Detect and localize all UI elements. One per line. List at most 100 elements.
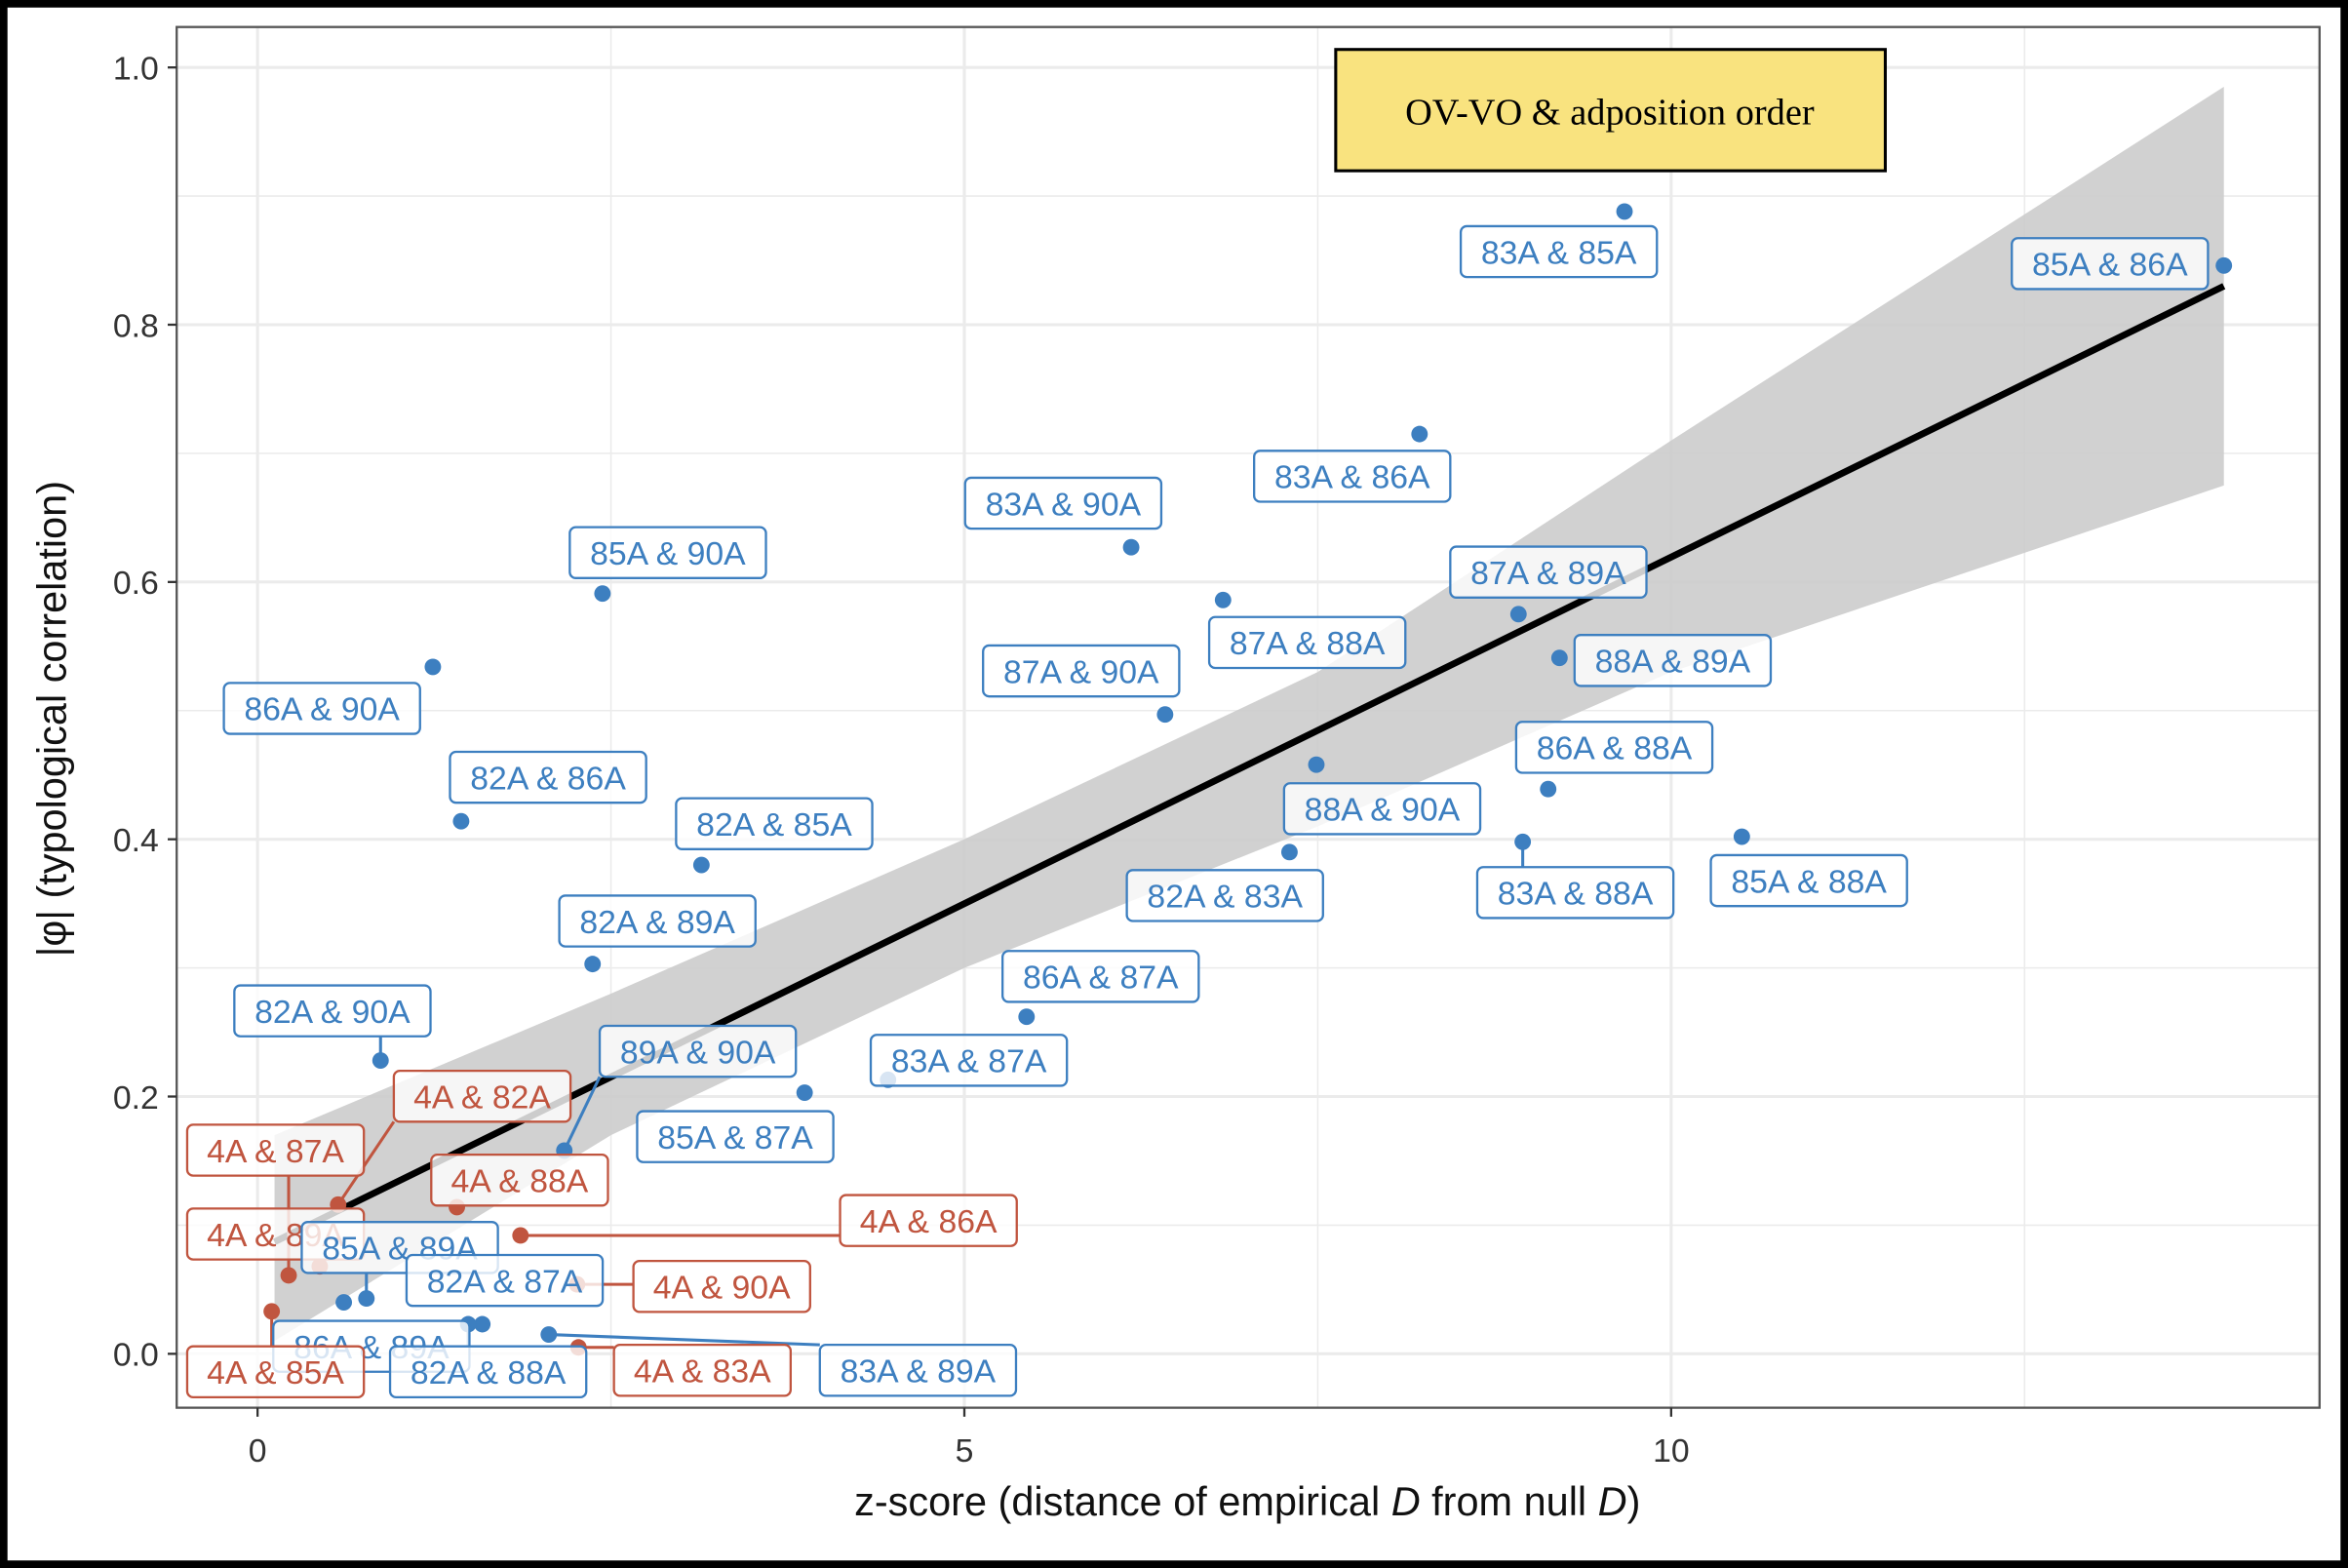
data-point[interactable] <box>1308 756 1325 773</box>
data-point[interactable] <box>1550 649 1568 667</box>
data-point[interactable] <box>540 1326 558 1343</box>
data-point[interactable] <box>280 1267 297 1284</box>
data-point[interactable] <box>1616 203 1633 220</box>
point-label-box <box>1573 634 1773 687</box>
data-point[interactable] <box>1411 425 1428 443</box>
data-point[interactable] <box>358 1290 375 1308</box>
data-point[interactable] <box>335 1294 353 1312</box>
axis-ticks: 0 5 10 0.0 0.2 0.4 0.6 0.8 1.0 <box>113 50 1690 1469</box>
point-label-text: 4A & 86A <box>860 1203 998 1240</box>
point-label-box <box>1475 866 1675 920</box>
y-tick-label: 0.0 <box>113 1337 159 1374</box>
data-point[interactable] <box>263 1303 281 1320</box>
point-label-box <box>869 1034 1069 1087</box>
point-label-text: 87A & 90A <box>1003 653 1159 690</box>
data-point[interactable] <box>1122 538 1140 556</box>
point-label-text: 88A & 89A <box>1595 644 1751 681</box>
point-label-box <box>612 1343 793 1397</box>
point-label-text: 4A & 90A <box>653 1270 791 1307</box>
point-label: 4A & 83A <box>612 1343 793 1397</box>
point-label-box <box>185 1123 366 1177</box>
point-label: 88A & 90A <box>1282 782 1482 836</box>
point-label-box <box>1001 950 1200 1003</box>
point-label: 86A & 90A <box>222 682 421 735</box>
x-axis-label-var: D <box>1598 1478 1627 1524</box>
point-label-box <box>233 984 432 1038</box>
point-label-text: 83A & 88A <box>1498 876 1654 913</box>
data-point[interactable] <box>1514 833 1532 850</box>
data-point[interactable] <box>474 1315 491 1333</box>
data-point[interactable] <box>1214 591 1232 608</box>
point-label: 82A & 89A <box>558 894 757 948</box>
point-label-text: 86A & 90A <box>244 691 400 728</box>
y-axis-label: |φ| (typological correlation) <box>29 481 75 957</box>
point-label-text: 82A & 87A <box>427 1263 583 1300</box>
data-point[interactable] <box>1018 1008 1036 1026</box>
data-point[interactable] <box>2215 256 2233 274</box>
point-label: 4A & 90A <box>632 1259 811 1313</box>
point-label: 87A & 90A <box>982 644 1181 698</box>
point-label: 83A & 85A <box>1459 224 1659 279</box>
point-label: 85A & 87A <box>636 1110 835 1163</box>
point-label-text: 87A & 89A <box>1470 555 1626 592</box>
point-label-text: 87A & 88A <box>1230 625 1386 662</box>
y-tick-label: 0.8 <box>113 307 159 344</box>
point-label-text: 88A & 90A <box>1305 792 1461 829</box>
x-axis-label-part: z-score (distance of empirical <box>854 1478 1391 1524</box>
point-label-box <box>449 750 647 804</box>
point-label: 82A & 85A <box>675 797 874 850</box>
point-label-box <box>1253 450 1452 503</box>
y-tick-label: 0.6 <box>113 565 159 602</box>
data-point[interactable] <box>796 1084 813 1101</box>
point-label-text: 4A & 87A <box>207 1133 344 1170</box>
point-label: 83A & 87A <box>869 1034 1069 1087</box>
point-label-box <box>222 682 421 735</box>
point-label: 4A & 86A <box>839 1194 1018 1247</box>
data-point[interactable] <box>372 1052 389 1070</box>
data-point[interactable] <box>1509 606 1527 623</box>
point-label-box <box>636 1110 835 1163</box>
point-label-box <box>430 1153 609 1207</box>
chart-title: OV-VO & adposition order <box>1405 93 1815 134</box>
data-point[interactable] <box>424 658 442 676</box>
title-box-background <box>1334 48 1888 173</box>
point-label: 89A & 90A <box>598 1024 798 1078</box>
point-label: 88A & 89A <box>1573 634 1773 687</box>
point-label: 85A & 90A <box>568 526 767 579</box>
x-tick-label: 10 <box>1653 1432 1690 1470</box>
point-label: 4A & 88A <box>430 1153 609 1207</box>
data-point[interactable] <box>1540 780 1557 798</box>
panel-border <box>176 25 2321 1409</box>
point-label-box <box>818 1343 1018 1397</box>
point-label-box <box>405 1253 605 1308</box>
point-label: 82A & 88A <box>388 1345 588 1399</box>
point-label: 85A & 88A <box>1709 853 1908 908</box>
data-point[interactable] <box>512 1227 529 1244</box>
fit-line <box>273 283 2226 1245</box>
point-label: 82A & 83A <box>1125 869 1324 922</box>
data-point[interactable] <box>1280 843 1298 861</box>
data-point[interactable] <box>584 956 602 973</box>
x-axis-label: z-score (distance of empirical D from nu… <box>854 1478 1640 1524</box>
x-tick-label: 0 <box>249 1432 267 1470</box>
point-label-text: 86A & 88A <box>1537 730 1693 767</box>
point-label-text: 4A & 85A <box>207 1354 344 1392</box>
y-tick-label: 0.2 <box>113 1079 159 1117</box>
point-label-text: 82A & 85A <box>696 806 852 843</box>
y-tick-label: 1.0 <box>113 50 159 87</box>
point-label-text: 83A & 90A <box>986 486 1142 523</box>
point-label: 87A & 89A <box>1449 545 1648 599</box>
point-label-text: 4A & 83A <box>634 1353 771 1391</box>
data-point[interactable] <box>452 812 470 830</box>
data-point[interactable] <box>692 856 710 874</box>
point-label-text: 4A & 82A <box>413 1078 551 1116</box>
data-point[interactable] <box>1733 828 1750 845</box>
label-connector <box>563 1076 602 1152</box>
point-label: 86A & 88A <box>1514 721 1714 774</box>
point-label-box <box>2011 237 2210 291</box>
data-point[interactable] <box>594 585 611 603</box>
data-point[interactable] <box>1156 706 1174 724</box>
point-label-box <box>1709 853 1908 908</box>
